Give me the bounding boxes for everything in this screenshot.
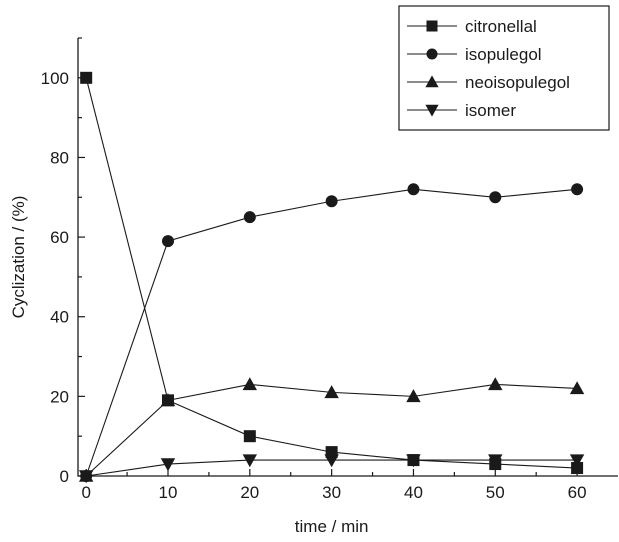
legend-label-isopulegol: isopulegol	[465, 45, 542, 64]
data-point-isopulegol	[571, 183, 584, 196]
y-tick-label: 0	[60, 467, 69, 486]
data-point-isomer	[488, 454, 503, 468]
x-tick-label: 50	[486, 483, 505, 502]
ticks: 0 10 20 30 40 50 60 0 20 40 60 80 100	[41, 69, 587, 502]
data-point-neoisopulegol	[569, 381, 585, 395]
x-tick-label: 40	[404, 483, 423, 502]
y-tick-label: 40	[50, 308, 69, 327]
data-point-neoisopulegol	[160, 393, 176, 407]
data-point-isopulegol	[162, 235, 174, 248]
x-axis-title: time / min	[295, 517, 369, 536]
x-tick-label: 60	[568, 483, 587, 502]
legend-marker-isomer	[425, 104, 439, 117]
legend: citronellal isopulegol neoisopulegol isomer	[398, 5, 610, 131]
data-point-isomer	[78, 470, 94, 484]
legend-label-citronellal: citronellal	[465, 17, 537, 36]
series-lines	[85, 77, 578, 477]
data-point-isopulegol	[407, 183, 420, 196]
data-point-neoisopulegol	[242, 377, 258, 391]
data-point-isomer	[324, 454, 339, 468]
data-point-isomer	[569, 454, 585, 468]
data-point-citronellal	[80, 71, 93, 84]
series-line-isopulegol	[85, 188, 578, 477]
legend-marker-neoisopulegol	[425, 75, 439, 88]
legend-label-neoisopulegol: neoisopulegol	[465, 73, 570, 92]
minor-ticks	[78, 37, 537, 476]
data-point-neoisopulegol	[324, 385, 339, 399]
data-point-citronellal	[243, 430, 256, 443]
y-tick-label: 80	[50, 148, 69, 167]
x-tick-label: 0	[81, 483, 90, 502]
x-tick-label: 30	[322, 483, 341, 502]
data-point-isomer	[160, 458, 176, 472]
legend-label-isomer: isomer	[465, 101, 516, 120]
y-axis-title: Cyclization / (%)	[9, 196, 28, 319]
data-point-isomer	[242, 454, 258, 468]
series-line-citronellal	[85, 77, 578, 469]
data-point-isopulegol	[243, 211, 256, 224]
data-point-citronellal	[571, 462, 584, 475]
plot-axes	[77, 38, 618, 477]
y-tick-label: 100	[41, 69, 69, 88]
data-point-isopulegol	[325, 195, 338, 208]
y-tick-label: 20	[50, 387, 69, 406]
x-tick-label: 10	[159, 483, 178, 502]
data-point-isomer	[406, 454, 421, 468]
data-point-neoisopulegol	[406, 389, 421, 403]
legend-marker-citronellal	[426, 20, 438, 32]
legend-marker-isopulegol	[426, 48, 438, 60]
x-tick-label: 20	[240, 483, 259, 502]
data-point-isopulegol	[489, 191, 502, 204]
data-point-neoisopulegol	[488, 377, 503, 391]
y-tick-label: 60	[50, 228, 69, 247]
